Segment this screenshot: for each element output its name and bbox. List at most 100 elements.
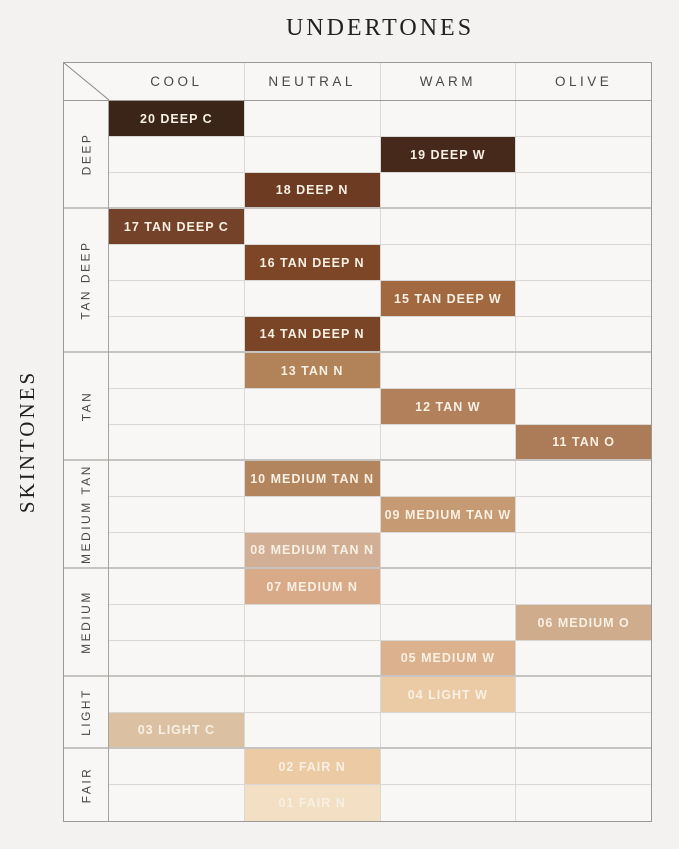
shade-label: 04 LIGHT W [407, 687, 488, 702]
shade-label: 08 MEDIUM TAN N [250, 543, 375, 557]
empty-cell [379, 353, 516, 388]
empty-cell [379, 605, 516, 640]
empty-cell [379, 533, 516, 567]
page-title: UNDERTONES [285, 15, 475, 41]
shade-label: 05 MEDIUM W [400, 651, 496, 665]
empty-cell [109, 173, 244, 207]
shade-cell-03-light-c: 03 LIGHT C [109, 713, 244, 747]
empty-cell [515, 209, 651, 244]
empty-cell [109, 641, 244, 675]
empty-cell [243, 677, 380, 712]
empty-cell [379, 209, 516, 244]
empty-cell [379, 101, 516, 136]
header-row: COOL NEUTRAL WARM OLIVE [64, 63, 651, 101]
empty-cell [379, 785, 516, 821]
empty-cell [515, 785, 651, 821]
empty-cell [243, 281, 380, 316]
empty-cell [109, 569, 244, 604]
empty-cell [109, 245, 244, 280]
shade-label: 01 FAIR N [278, 796, 346, 810]
empty-cell [515, 533, 651, 567]
empty-cell [109, 425, 244, 459]
grid-row-1: 20 DEEP C [109, 101, 651, 137]
shade-cell-06-medium-o: 06 MEDIUM O [515, 605, 651, 640]
shade-cell-15-tan-deep-w: 15 TAN DEEP W [379, 281, 516, 316]
skintone-group-fair: FAIR [64, 749, 108, 821]
empty-cell [109, 461, 244, 496]
empty-cell [515, 749, 651, 784]
shade-cell-11-tan-o: 11 TAN O [515, 425, 651, 459]
empty-cell [515, 389, 651, 424]
empty-cell [379, 713, 516, 747]
empty-cell [109, 281, 244, 316]
grid-row-20: 01 FAIR N [109, 785, 651, 821]
empty-cell [243, 389, 380, 424]
empty-cell [243, 209, 380, 244]
empty-cell [243, 497, 380, 532]
shade-cell-19-deep-w: 19 DEEP W [379, 137, 516, 172]
grid-body: DEEP TAN DEEP TAN MEDIUM TAN MEDIUM LIGHT FAIR… [64, 101, 651, 821]
shade-cell-02-fair-n: 02 FAIR N [243, 749, 380, 784]
shade-cell-10-medium-tan-n: 10 MEDIUM TAN N [243, 461, 380, 496]
empty-cell [243, 101, 380, 136]
skintone-group-label: TAN [78, 390, 93, 422]
empty-cell [379, 749, 516, 784]
empty-cell [515, 245, 651, 280]
empty-cell [379, 569, 516, 604]
empty-cell [109, 749, 244, 784]
shade-cell-04-light-w: 04 LIGHT W [379, 677, 516, 712]
grid-rows: 20 DEEP C 19 DEEP W 18 DEEP N 17 TAN DEEP C… [109, 101, 651, 821]
empty-cell [109, 605, 244, 640]
empty-cell [515, 317, 651, 351]
shade-cell-12-tan-w: 12 TAN W [379, 389, 516, 424]
empty-cell [109, 353, 244, 388]
skintone-group-label: DEEP [79, 132, 93, 176]
shade-cell-07-medium-n: 07 MEDIUM N [243, 569, 380, 604]
skintone-group-light: LIGHT [64, 677, 108, 749]
skintone-group-label: MEDIUM [79, 590, 94, 654]
skintone-group-deep: DEEP [64, 101, 108, 209]
empty-cell [515, 353, 651, 388]
empty-cell [379, 425, 516, 459]
empty-cell [379, 245, 516, 280]
shade-grid: COOL NEUTRAL WARM OLIVE DEEP TAN DEEP TAN MEDI… [63, 62, 652, 822]
shade-cell-13-tan-n: 13 TAN N [243, 353, 380, 388]
grid-row-15: 06 MEDIUM O [109, 605, 651, 641]
column-header-cool: COOL [150, 74, 203, 89]
empty-cell [109, 497, 244, 532]
empty-cell [379, 173, 516, 207]
shade-label: 11 TAN O [552, 435, 615, 449]
shade-label: 19 DEEP W [410, 147, 486, 162]
skintone-group-medium-tan: MEDIUM TAN [64, 461, 108, 569]
shade-label: 14 TAN DEEP N [259, 327, 365, 341]
empty-cell [515, 101, 651, 136]
shade-label: 03 LIGHT C [137, 723, 216, 737]
empty-cell [515, 713, 651, 747]
shade-cell-20-deep-c: 20 DEEP C [109, 101, 244, 136]
grid-row-18: 03 LIGHT C [109, 713, 651, 749]
empty-cell [379, 461, 516, 496]
grid-row-2: 19 DEEP W [109, 137, 651, 173]
empty-cell [515, 281, 651, 316]
shade-label: 20 DEEP C [140, 111, 213, 126]
grid-row-9: 12 TAN W [109, 389, 651, 425]
shade-label: 17 TAN DEEP C [123, 219, 229, 234]
column-header-warm: WARM [379, 63, 516, 100]
skintone-group-tan: TAN [64, 353, 108, 461]
column-header-olive: OLIVE [515, 63, 651, 100]
side-axis-title: SKINTONES [0, 62, 56, 820]
empty-cell [243, 713, 380, 747]
empty-cell [109, 317, 244, 351]
empty-cell [515, 137, 651, 172]
empty-cell [243, 425, 380, 459]
empty-cell [109, 137, 244, 172]
empty-cell [109, 389, 244, 424]
grid-row-3: 18 DEEP N [109, 173, 651, 209]
empty-cell [243, 641, 380, 675]
skintone-group-label: MEDIUM TAN [79, 464, 94, 564]
shade-label: 12 TAN W [415, 399, 481, 414]
shade-label: 16 TAN DEEP N [259, 255, 365, 270]
skintone-group-medium: MEDIUM [64, 569, 108, 677]
diagonal-divider-line [64, 63, 109, 100]
